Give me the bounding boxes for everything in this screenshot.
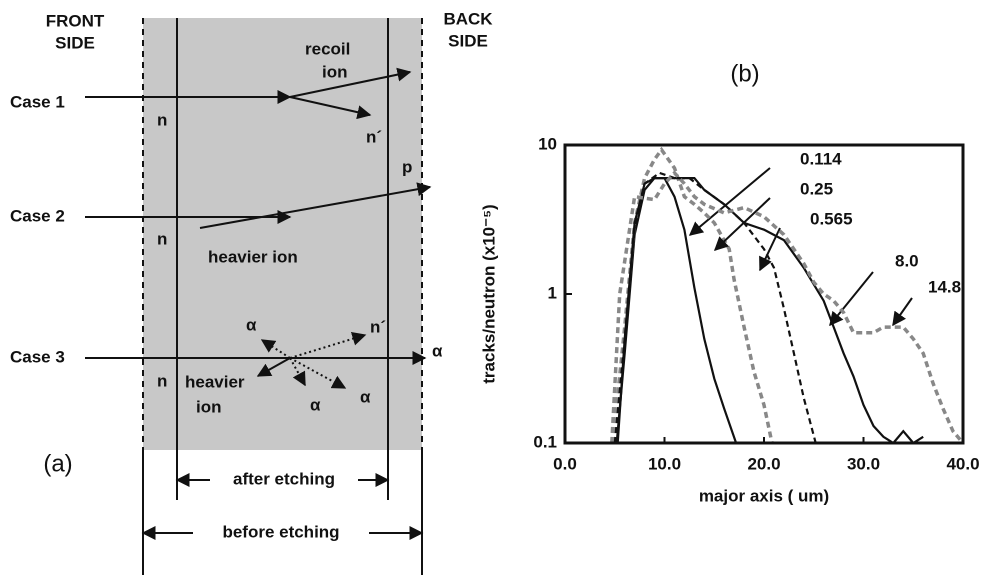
- particle: ion: [196, 397, 222, 416]
- series-label: 8.0: [895, 251, 919, 270]
- series-label: 0.114: [800, 149, 842, 168]
- x-tick-label: 30.0: [847, 454, 880, 473]
- alpha-path: [289, 357, 347, 389]
- particle: α: [432, 341, 443, 360]
- label-bg: [193, 521, 369, 545]
- front-side: FRONT: [46, 11, 105, 30]
- particle: ion: [322, 62, 348, 81]
- particle: n: [157, 229, 167, 248]
- annotation-leader: [892, 297, 913, 327]
- particle: α: [246, 315, 257, 334]
- particle: heavier ion: [208, 247, 298, 266]
- label-bg: [210, 468, 358, 492]
- particle: heavier: [185, 372, 245, 391]
- front-side: SIDE: [55, 33, 95, 52]
- y-axis-label: tracks/neutron (x10⁻⁵): [479, 204, 498, 383]
- annotation-leader: [713, 197, 771, 251]
- series-line: [610, 170, 965, 445]
- back-side: BACK: [443, 9, 493, 28]
- scatter-path: [289, 96, 372, 120]
- back-side: SIDE: [448, 31, 488, 50]
- case-label: Case 1: [10, 92, 65, 111]
- before-etching: before etching: [222, 522, 339, 541]
- particle: recoil: [305, 39, 350, 58]
- particle: α: [310, 395, 321, 414]
- y-tick-label: 10: [538, 134, 557, 153]
- series-line: [611, 146, 774, 444]
- particle: n´: [370, 317, 386, 336]
- recoil-path: [289, 67, 412, 98]
- annotation-leader: [688, 167, 771, 236]
- y-tick-label: 1: [548, 283, 557, 302]
- x-axis-label: major axis ( um): [699, 486, 829, 505]
- diagram: after etching before etching FRONT SIDE …: [10, 9, 493, 575]
- particle: n´: [366, 127, 382, 146]
- alpha-path: [260, 339, 291, 359]
- after-etching: after etching: [233, 469, 335, 488]
- x-tick-label: 0.0: [553, 454, 577, 473]
- series-line: [616, 177, 924, 445]
- case-label: Case 2: [10, 206, 65, 225]
- proton-path: [199, 182, 432, 229]
- neutron-path: [289, 332, 367, 359]
- case-label: Case 3: [10, 347, 65, 366]
- series-label: 0.565: [810, 209, 853, 228]
- heavy-path: [256, 357, 291, 377]
- x-tick-label: 10.0: [648, 454, 681, 473]
- series-label: 14.8: [928, 277, 961, 296]
- panel-label: (b): [730, 60, 759, 87]
- series-line: [615, 177, 738, 444]
- series-label: 0.25: [800, 179, 833, 198]
- particle: n: [157, 371, 167, 390]
- particle: α: [360, 387, 371, 406]
- particle: n: [157, 110, 167, 129]
- chart: (b) major axis ( um) tracks/neutron (x10…: [479, 60, 979, 505]
- x-tick-label: 20.0: [747, 454, 780, 473]
- x-tick-label: 40.0: [946, 454, 979, 473]
- alpha-path: [289, 357, 306, 387]
- y-tick-label: 0.1: [533, 432, 557, 451]
- annotation-leader: [759, 227, 781, 272]
- annotation-leader: [829, 271, 874, 327]
- plot-frame: [563, 143, 965, 445]
- particle: p: [402, 157, 412, 176]
- panel-label: (a): [43, 450, 72, 477]
